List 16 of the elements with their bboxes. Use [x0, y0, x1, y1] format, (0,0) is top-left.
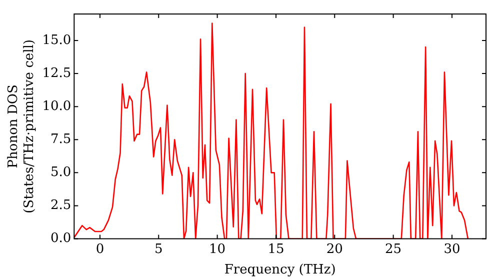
y-tick-label: 12.5 [42, 66, 72, 81]
x-axis-title: Frequency (THz) [224, 262, 336, 278]
y-tick-label: 0.0 [50, 231, 72, 246]
x-tick-label: 20 [326, 242, 343, 257]
y-axis-title: Phonon DOS (States/THz·primitive cell) [6, 39, 37, 214]
y-tick-label: 10.0 [42, 98, 72, 114]
x-tick-label: 0 [96, 242, 104, 257]
x-tick-label: 30 [444, 242, 460, 257]
y-tick-label: 7.5 [50, 132, 72, 147]
x-tick-label: 10 [209, 242, 226, 257]
y-tick-label: 15.0 [42, 32, 72, 48]
y-tick-label: 5.0 [50, 165, 72, 180]
x-tick-label: 5 [154, 242, 163, 257]
x-tick-label: 15 [268, 242, 284, 257]
x-tick-label: 25 [385, 242, 402, 257]
y-tick-label: 2.5 [50, 198, 72, 214]
